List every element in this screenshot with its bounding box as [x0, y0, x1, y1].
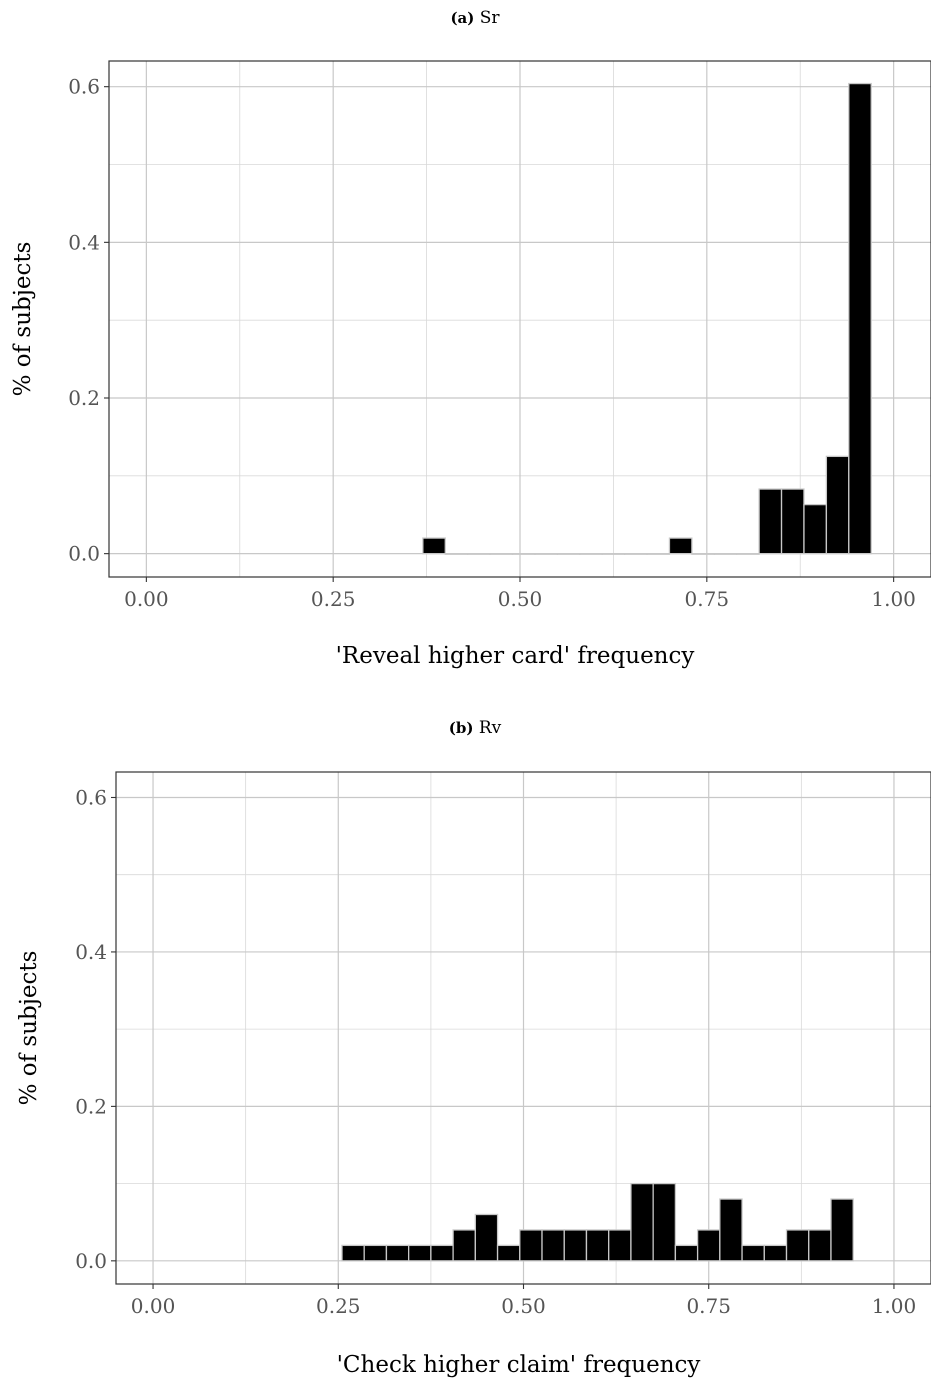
histogram-bar: [489, 553, 514, 555]
chart-panel-b: (b) Rv 0.00 0.25 0.50 0.75 1.00 0.0 0.2 0.4 0.6 '…: [0, 710, 931, 1380]
y-tick-label: 0.2: [75, 1094, 107, 1118]
x-tick-label: 1.00: [871, 587, 916, 611]
panel-letter: (a): [450, 9, 475, 27]
histogram-bar: [385, 1244, 410, 1262]
bars: [422, 82, 872, 555]
histogram-bar: [758, 488, 783, 555]
x-tick-label: 0.25: [311, 587, 356, 611]
panel-title-b: (b) Rv: [0, 718, 931, 738]
histogram-bar: [467, 553, 491, 555]
histogram-a: 0.00 0.25 0.50 0.75 1.00 0.0 0.2 0.4 0.6 'Reveal …: [10, 60, 931, 669]
histogram-bar: [763, 1244, 788, 1262]
panel-name: Rv: [478, 718, 502, 738]
histogram-bar: [785, 1229, 810, 1262]
histogram-bar: [430, 1244, 454, 1262]
panel-name: Sr: [479, 8, 500, 28]
y-tick-label: 0.0: [68, 542, 100, 566]
histogram-bar: [652, 1182, 677, 1262]
histogram-bar: [601, 553, 626, 555]
y-tick-label: 0.6: [75, 785, 107, 809]
x-tick-label: 0.25: [316, 1294, 361, 1318]
histogram-bar: [519, 1229, 543, 1262]
histogram-bar: [408, 1244, 432, 1262]
x-tick-label: 0.00: [124, 587, 169, 611]
histogram-bar: [608, 1229, 632, 1262]
histogram-bar: [646, 553, 671, 555]
chart-panel-a: (a) Sr 0.00 0.25 0.50 0.75 1.00 0.0 0.2 0.4 0.6 '…: [0, 0, 931, 690]
histogram-bar: [696, 1229, 721, 1262]
histogram-bar: [630, 1182, 654, 1262]
y-tick-label: 0.4: [75, 940, 107, 964]
histogram-bar: [808, 1229, 832, 1262]
y-tick-label: 0.4: [68, 230, 100, 254]
histogram-bar: [674, 1244, 699, 1262]
grid: [109, 61, 931, 577]
histogram-bar: [691, 553, 715, 555]
histogram-b: 0.00 0.25 0.50 0.75 1.00 0.0 0.2 0.4 0.6 'Check h…: [16, 771, 931, 1378]
histogram-bar: [341, 1244, 365, 1262]
y-tick-label: 0.6: [68, 75, 100, 99]
histogram-bar: [585, 1229, 610, 1262]
histogram-bar: [563, 1229, 588, 1262]
x-axis-label: 'Check higher claim' frequency: [337, 1352, 701, 1378]
x-tick-label: 0.75: [685, 587, 730, 611]
histogram-bar: [444, 553, 469, 555]
y-axis-label: % of subjects: [16, 951, 42, 1106]
x-tick-label: 1.00: [872, 1294, 917, 1318]
x-tick-label: 0.75: [686, 1294, 731, 1318]
histogram-bar: [474, 1213, 499, 1262]
histogram-bar: [668, 537, 693, 555]
panel-title-a: (a) Sr: [0, 8, 931, 28]
x-tick-label: 0.50: [501, 1294, 546, 1318]
histogram-bar: [713, 553, 738, 555]
histogram-bar: [363, 1244, 388, 1262]
histogram-bar: [422, 537, 446, 555]
histogram-bar: [579, 553, 603, 555]
x-tick-label: 0.00: [131, 1294, 176, 1318]
histogram-bar: [534, 553, 559, 555]
x-tick-label: 0.50: [498, 587, 543, 611]
histogram-bar: [803, 503, 828, 555]
histogram-bar: [780, 488, 805, 555]
y-axis-label: % of subjects: [10, 242, 36, 397]
panel-letter: (b): [448, 719, 474, 737]
histogram-bar: [623, 553, 648, 555]
x-axis-label: 'Reveal higher card' frequency: [336, 643, 695, 669]
y-tick-label: 0.2: [68, 386, 100, 410]
histogram-bar: [511, 553, 536, 555]
histogram-bar: [496, 1244, 521, 1262]
histogram-bar: [830, 1198, 854, 1262]
histogram-bar: [719, 1198, 743, 1262]
histogram-bar: [825, 455, 850, 555]
histogram-bar: [556, 553, 581, 555]
histogram-bar: [736, 553, 760, 555]
histogram-bar: [741, 1244, 765, 1262]
histogram-bar: [541, 1229, 565, 1262]
bars: [341, 1182, 854, 1262]
histogram-bar: [452, 1229, 476, 1262]
grid: [116, 772, 931, 1284]
y-tick-label: 0.0: [75, 1249, 107, 1273]
histogram-bar: [848, 82, 872, 555]
